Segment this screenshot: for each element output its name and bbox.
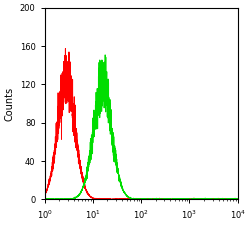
Y-axis label: Counts: Counts	[4, 86, 14, 121]
